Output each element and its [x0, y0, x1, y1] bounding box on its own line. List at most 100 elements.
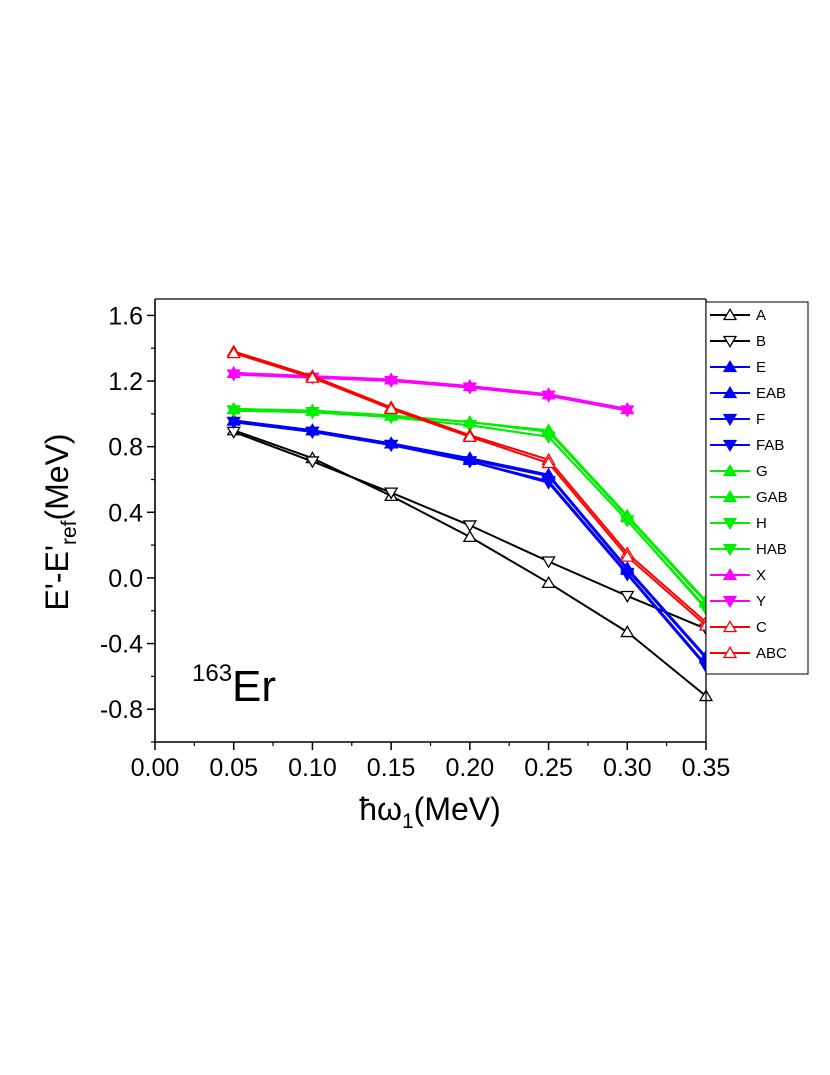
- x-tick-label: 0.30: [603, 754, 652, 782]
- legend-item-f: F: [710, 411, 765, 428]
- x-axis-title-main: ħω: [359, 791, 402, 827]
- legend-label: A: [756, 307, 766, 324]
- data-point-fab: [620, 569, 635, 582]
- plot-series-layer: [226, 344, 714, 702]
- y-tick-label: 0.0: [108, 565, 143, 593]
- legend-marker: [722, 360, 738, 373]
- legend-marker: [722, 620, 738, 633]
- data-point-abc: [226, 346, 241, 359]
- y-tick-label: -0.8: [100, 696, 143, 724]
- data-point-hab: [462, 420, 477, 433]
- legend-item-fab: FAB: [710, 437, 784, 454]
- y-tick-label: 0.4: [108, 499, 143, 527]
- data-point-fab: [462, 456, 477, 469]
- legend-item-g: G: [710, 463, 768, 480]
- series-line-x: [233, 371, 628, 410]
- legend-item-x: X: [710, 567, 766, 584]
- legend-item-b: B: [710, 333, 766, 350]
- data-point-a: [462, 529, 477, 543]
- legend-item-h: H: [710, 515, 767, 532]
- legend-marker: [722, 386, 738, 399]
- legend-marker: [722, 568, 738, 581]
- data-point-y: [541, 390, 556, 403]
- data-point-abc: [305, 370, 320, 383]
- data-point-y: [384, 375, 399, 389]
- y-axis-title-main: E'-E': [39, 545, 75, 611]
- y-tick-label: 1.6: [108, 302, 143, 330]
- data-point-fab: [305, 426, 320, 439]
- y-axis-title: E'-E'ref(MeV): [39, 433, 81, 610]
- data-point-abc: [541, 456, 556, 469]
- legend-item-a: A: [710, 307, 766, 324]
- y-tick-label: 1.2: [108, 368, 143, 396]
- data-point-hab: [541, 431, 556, 444]
- data-point-b: [541, 556, 556, 569]
- legend-item-gab: GAB: [710, 489, 788, 506]
- isotope-symbol: Er: [232, 662, 276, 711]
- x-tick-label: 0.05: [209, 754, 258, 782]
- legend-label: ABC: [756, 645, 787, 662]
- y-axis-title-sub: ref: [58, 520, 81, 545]
- legend-label: B: [756, 333, 766, 350]
- annotation-layer: 163Er: [192, 660, 276, 711]
- legend-label: X: [756, 567, 766, 584]
- legend-label: G: [756, 463, 768, 480]
- x-axis-title: ħω1(MeV): [359, 791, 501, 833]
- data-point-y: [620, 405, 635, 418]
- legend-label: C: [756, 619, 767, 636]
- x-tick-label: 0.15: [367, 754, 416, 782]
- legend-item-abc: ABC: [710, 645, 787, 662]
- data-point-fab: [384, 439, 399, 453]
- data-point-fab: [226, 416, 241, 430]
- data-point-b: [384, 487, 399, 500]
- legend-item-e: E: [710, 359, 766, 376]
- isotope-annotation: 163Er: [192, 660, 276, 711]
- legend-label: F: [756, 411, 765, 428]
- legend-label: EAB: [756, 385, 786, 402]
- legend-marker: [722, 646, 738, 659]
- data-point-hab: [226, 405, 241, 418]
- legend-label: H: [756, 515, 767, 532]
- legend-marker: [722, 439, 738, 452]
- data-point-a: [541, 575, 556, 588]
- legend-label: FAB: [756, 437, 784, 454]
- legend-label: Y: [756, 593, 766, 610]
- data-point-y: [226, 369, 241, 382]
- data-point-b: [305, 456, 320, 469]
- y-tick-label: -0.4: [100, 631, 143, 659]
- data-point-abc: [620, 549, 635, 562]
- legend-marker: [722, 308, 738, 321]
- legend-marker: [722, 464, 738, 477]
- data-point-b: [462, 520, 477, 533]
- data-point-a: [620, 625, 635, 638]
- legend-item-y: Y: [710, 593, 766, 610]
- legend-label: GAB: [756, 489, 788, 506]
- x-axis-title-unit: (MeV): [414, 791, 501, 827]
- legend-marker: [722, 335, 738, 348]
- axes-layer: 0.00 0.05 0.10 0.15 0.20 0.25 0.30 0.35 -0.8 -0.4…: [100, 298, 731, 782]
- data-point-hab: [620, 515, 635, 528]
- x-tick-label: 0.35: [682, 754, 731, 782]
- series-abc: [226, 346, 714, 631]
- data-point-fab: [541, 477, 556, 490]
- legend-item-hab: HAB: [710, 541, 787, 558]
- legend-marker: [722, 413, 738, 426]
- legend-item-c: C: [710, 619, 767, 636]
- legend-label: HAB: [756, 541, 787, 558]
- data-point-y: [462, 382, 477, 395]
- data-point-hab: [305, 407, 320, 420]
- legend-item-eab: EAB: [710, 385, 786, 402]
- x-tick-label: 0.10: [288, 754, 337, 782]
- legend-marker: [722, 490, 738, 503]
- legend-marker: [722, 595, 738, 608]
- y-axis-title-unit: (MeV): [39, 433, 75, 520]
- series-hab: [226, 405, 714, 617]
- data-point-b: [620, 590, 635, 603]
- legend: ABE EAB F FAB G GAB H HAB XYC ABC: [705, 301, 809, 675]
- legend-marker: [722, 543, 738, 556]
- legend-label: E: [756, 359, 766, 376]
- data-point-abc: [384, 401, 399, 415]
- legend-marker: [722, 517, 738, 530]
